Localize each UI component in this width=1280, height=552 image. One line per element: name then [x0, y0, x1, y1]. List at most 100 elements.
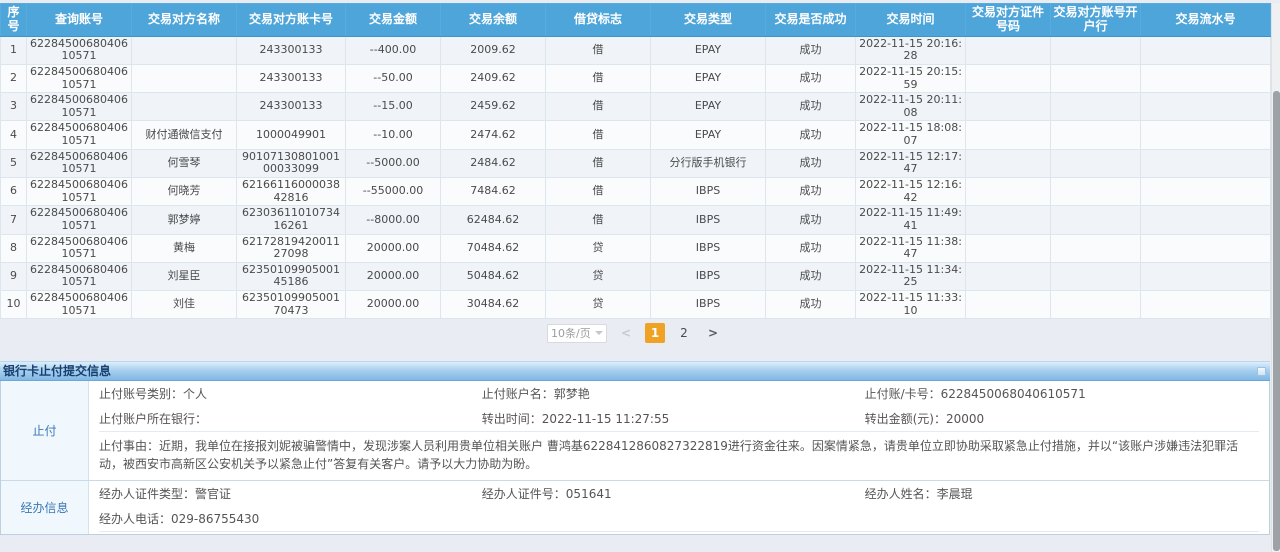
field-card-number: 止付账/卡号：6228450068040610571	[864, 387, 1086, 402]
table-cell	[1140, 148, 1271, 179]
table-cell	[131, 35, 237, 65]
stop-payment-panel: 止付 止付账号类别：个人 止付账户名：郭梦艳 止付账/卡号：6228450068…	[0, 381, 1270, 536]
table-cell: 1000049901	[236, 120, 346, 150]
table-cell: 6235010990500170473	[236, 290, 346, 320]
table-cell: 借	[545, 205, 651, 235]
table-cell: 成功	[765, 120, 856, 150]
column-header-counterparty-id: 交易对方证件号码	[965, 3, 1051, 37]
table-cell: 借	[545, 35, 651, 65]
table-cell: 刘佳	[131, 290, 237, 320]
stop-payment-section-title: 银行卡止付提交信息	[3, 364, 112, 379]
table-cell: 贷	[545, 261, 651, 292]
field-handler-name: 经办人姓名：李晨琨	[864, 487, 973, 502]
field-transfer-time: 转出时间：2022-11-15 11:27:55	[481, 412, 670, 427]
table-cell: 成功	[765, 92, 856, 122]
table-cell: 何雪琴	[131, 148, 237, 179]
table-row: 5 6228450068040610571 何雪琴 90107130801001000…	[0, 148, 1271, 179]
table-cell	[965, 261, 1051, 292]
next-page-button[interactable]: >	[707, 326, 719, 341]
table-cell: 6228450068040610571	[26, 290, 132, 320]
table-cell: 2474.62	[440, 120, 546, 150]
table-cell: --8000.00	[345, 205, 441, 235]
table-cell: 6228450068040610571	[26, 176, 132, 207]
handler-info-group-label: 经办信息	[1, 481, 89, 535]
table-cell	[1140, 233, 1271, 263]
table-cell: 2022-11-15 20:16:28	[855, 35, 966, 65]
column-header-balance: 交易余额	[440, 3, 546, 37]
table-cell: 何晓芳	[131, 176, 237, 207]
table-cell: IBPS	[650, 261, 766, 292]
table-cell: 借	[545, 63, 651, 94]
table-cell	[1140, 290, 1271, 320]
table-cell: 6228450068040610571	[26, 233, 132, 263]
scrollbar-thumb[interactable]	[1273, 91, 1280, 551]
table-cell	[1050, 92, 1141, 122]
table-cell: 6235010990500145186	[236, 261, 346, 292]
table-cell: 10	[0, 290, 27, 320]
page-size-select[interactable]: 10条/页	[547, 323, 607, 343]
page-button-2[interactable]: 2	[680, 326, 688, 341]
transactions-header-row: 序号 查询账号 交易对方名称 交易对方账卡号 交易金额 交易余额 借贷标志 交易…	[0, 3, 1271, 37]
table-cell: 借	[545, 148, 651, 179]
handler-info-group: 经办信息 经办人证件类型：警官证 经办人证件号：051641 经办人姓名：李晨琨…	[1, 480, 1269, 535]
table-cell: --55000.00	[345, 176, 441, 207]
table-row: 8 6228450068040610571 黄梅 621728194200112709…	[0, 233, 1271, 263]
table-cell: 243300133	[236, 35, 346, 65]
table-cell	[1140, 35, 1271, 65]
table-cell: 贷	[545, 233, 651, 263]
table-cell: 黄梅	[131, 233, 237, 263]
table-cell: 6216611600003842816	[236, 176, 346, 207]
page-size-value: 10条/页	[551, 327, 591, 341]
table-cell: EPAY	[650, 63, 766, 94]
table-cell	[131, 92, 237, 122]
table-cell: 243300133	[236, 63, 346, 94]
table-cell: 20000.00	[345, 261, 441, 292]
field-account-category: 止付账号类别：个人	[99, 387, 208, 402]
table-cell: 6	[0, 176, 27, 207]
table-cell: 2022-11-15 20:11:08	[855, 92, 966, 122]
column-header-time: 交易时间	[855, 3, 966, 37]
table-cell: 2009.62	[440, 35, 546, 65]
table-cell	[965, 35, 1051, 65]
table-cell: IBPS	[650, 205, 766, 235]
table-cell: 刘星臣	[131, 261, 237, 292]
column-header-seq: 序号	[0, 3, 27, 37]
field-handler-id-number: 经办人证件号：051641	[481, 487, 612, 502]
table-cell	[1140, 92, 1271, 122]
table-cell: 成功	[765, 148, 856, 179]
table-cell: 借	[545, 120, 651, 150]
table-cell: 分行版手机银行	[650, 148, 766, 179]
table-cell: 7484.62	[440, 176, 546, 207]
panel-toggle-icon[interactable]	[1257, 367, 1266, 377]
table-cell: EPAY	[650, 35, 766, 65]
page-button-1[interactable]: 1	[645, 323, 665, 344]
table-cell: 成功	[765, 233, 856, 263]
table-cell	[965, 205, 1051, 235]
field-transfer-amount: 转出金额(元)：20000	[864, 412, 985, 427]
column-header-serial: 交易流水号	[1140, 3, 1271, 37]
stop-payment-section-header: 银行卡止付提交信息	[0, 361, 1270, 382]
pagination-bar: 10条/页 < 1 2 >	[0, 319, 1270, 347]
table-cell	[965, 120, 1051, 150]
stop-payment-group-label: 止付	[1, 381, 89, 481]
table-cell: 2022-11-15 18:08:07	[855, 120, 966, 150]
table-cell: 2022-11-15 12:17:47	[855, 148, 966, 179]
table-cell: 2022-11-15 20:15:59	[855, 63, 966, 94]
column-header-amount: 交易金额	[345, 3, 441, 37]
table-cell: --15.00	[345, 92, 441, 122]
table-cell: 2459.62	[440, 92, 546, 122]
column-header-success: 交易是否成功	[765, 3, 856, 37]
table-cell: 1	[0, 35, 27, 65]
field-account-name: 止付账户名：郭梦艳	[481, 387, 590, 402]
table-cell: IBPS	[650, 233, 766, 263]
table-cell: 6217281942001127098	[236, 233, 346, 263]
table-cell	[1050, 261, 1141, 292]
table-cell: 5	[0, 148, 27, 179]
table-cell: EPAY	[650, 120, 766, 150]
table-cell: 2409.62	[440, 63, 546, 94]
prev-page-button[interactable]: <	[620, 326, 632, 341]
column-header-type: 交易类型	[650, 3, 766, 37]
stop-payment-reason: 止付事由：近期，我单位在接报刘妮被骗警情中，发现涉案人员利用贵单位相关账户 曹鸿…	[99, 431, 1259, 480]
table-cell: --10.00	[345, 120, 441, 150]
table-row: 3 6228450068040610571 243300133 --15.00 2459…	[0, 92, 1271, 122]
